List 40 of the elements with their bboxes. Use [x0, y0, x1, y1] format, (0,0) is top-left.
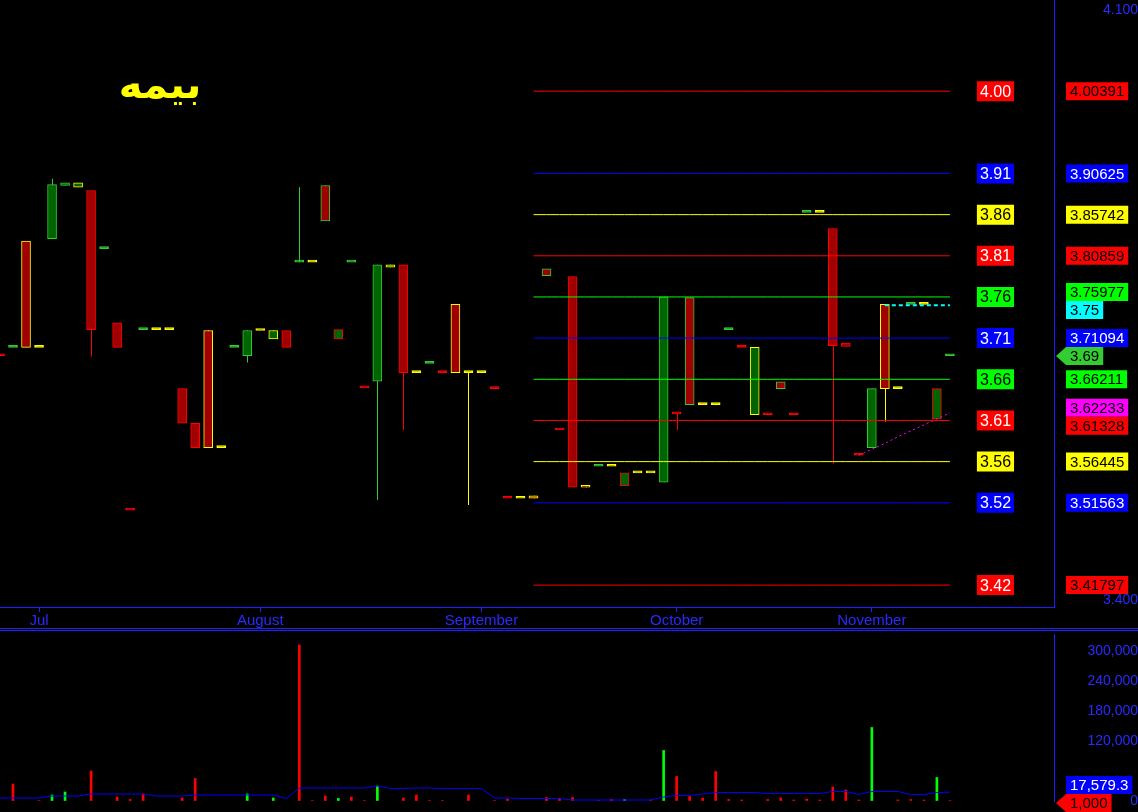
text: 3.61328	[1070, 416, 1125, 434]
series-label: 3.76	[979, 288, 1012, 306]
series-label: 4.00	[979, 82, 1012, 100]
x-tick-label: September	[444, 611, 519, 629]
series-label: 3.86	[979, 206, 1012, 224]
y-tick-label: 3.400	[1102, 591, 1138, 608]
text: 4.00391	[1070, 82, 1125, 100]
x-tick-label: Jul	[29, 611, 49, 629]
series-label: 3.66	[979, 370, 1012, 388]
text: 3.75	[1070, 301, 1100, 319]
text: 3.75977	[1070, 283, 1125, 301]
text: 3.66211	[1070, 370, 1124, 388]
text: 3.80859	[1070, 246, 1125, 264]
series-label: 3.71	[979, 329, 1012, 347]
text: 3.41797	[1070, 576, 1125, 594]
text: 1,000	[1070, 794, 1108, 812]
series-label: 3.52	[979, 494, 1012, 512]
y-tick-label: 240,000	[1087, 671, 1138, 688]
x-tick-label: November	[837, 611, 907, 629]
series-label: 3.56	[979, 453, 1012, 471]
x-tick-label: August	[236, 611, 285, 629]
text: 3.85742	[1070, 205, 1125, 223]
y-tick-label: 180,000	[1087, 701, 1138, 718]
text: 17,579.3	[1070, 776, 1129, 794]
y-tick-label: 0	[1130, 791, 1138, 808]
text: 3.51563	[1070, 493, 1125, 511]
text: 3.56445	[1070, 452, 1125, 470]
series-label: 3.91	[979, 164, 1012, 182]
series-label: 3.42	[979, 576, 1012, 594]
series-label: 3.61	[979, 411, 1012, 429]
x-tick-label: October	[649, 611, 704, 629]
text: بیمه	[118, 61, 202, 108]
y-tick-label: 300,000	[1087, 641, 1138, 658]
text: 3.62233	[1070, 398, 1125, 416]
text: 3.69	[1070, 347, 1100, 365]
y-tick-label: 120,000	[1087, 731, 1138, 748]
text: 3.71094	[1070, 329, 1125, 347]
series-label: 3.81	[979, 247, 1012, 265]
text: 3.90625	[1070, 164, 1125, 182]
y-tick-label: 4.100	[1102, 0, 1138, 17]
